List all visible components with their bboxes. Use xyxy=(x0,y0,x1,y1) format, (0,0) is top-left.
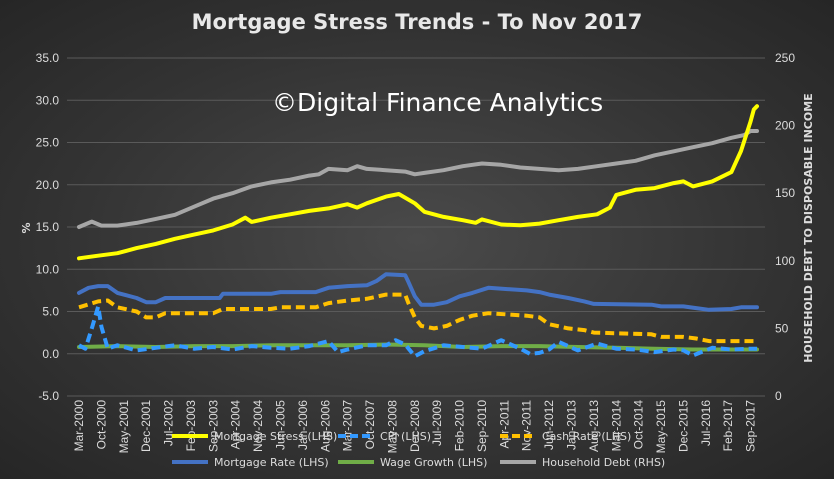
legend-label: Mortgage Rate (LHS) xyxy=(214,456,329,469)
y-right-tick-label: 100 xyxy=(775,254,795,268)
x-tick-label: Dec-2015 xyxy=(676,400,690,452)
y-left-tick-label: 35.0 xyxy=(36,51,60,65)
y-right-axis-label: HOUSEHOLD DEBT TO DISPOSABLE INCOME xyxy=(802,93,815,362)
legend-label: Household Debt (RHS) xyxy=(542,456,665,469)
x-tick-label: May-2008 xyxy=(385,400,399,454)
series-line-mortgage-stress-lhs xyxy=(77,104,759,261)
x-tick-label: Mar-2007 xyxy=(341,400,355,452)
y-left-tick-label: 20.0 xyxy=(36,178,60,192)
chart-title: Mortgage Stress Trends - To Nov 2017 xyxy=(191,10,643,34)
x-tick-label: Feb-2017 xyxy=(721,400,735,452)
x-tick-label: Sep-2010 xyxy=(475,400,489,452)
x-tick-label: Nov-2011 xyxy=(520,400,534,451)
x-tick-label: Mar-2000 xyxy=(72,400,86,452)
legend-label: Mortgage Stress (LHS) xyxy=(214,430,337,443)
x-tick-label: Apr-2011 xyxy=(497,400,511,449)
x-tick-label: Jan-2006 xyxy=(296,400,310,450)
series-line-wage-growth-lhs xyxy=(77,342,759,352)
x-tick-label: Feb-2003 xyxy=(184,400,198,452)
y-right-tick-label: 250 xyxy=(775,51,795,65)
x-tick-label: Oct-2000 xyxy=(94,400,108,450)
x-tick-label: Aug-2006 xyxy=(318,400,332,452)
series-line-cash-rate-lhs xyxy=(78,292,757,344)
watermark-text: ©Digital Finance Analytics xyxy=(272,88,604,117)
x-tick-label: Jan-2013 xyxy=(565,400,579,450)
y-left-tick-label: 25.0 xyxy=(36,136,60,150)
x-tick-label: Jun-2012 xyxy=(542,400,556,450)
y-left-tick-label: 10.0 xyxy=(36,262,60,276)
y-right-tick-label: 150 xyxy=(775,186,795,200)
x-tick-label: Jul-2009 xyxy=(430,400,444,446)
x-tick-label: Mar-2014 xyxy=(609,400,623,452)
x-tick-label: Jul-2016 xyxy=(699,400,713,446)
x-tick-label: May-2001 xyxy=(117,400,131,454)
x-tick-label: Sep-2003 xyxy=(206,400,220,452)
y-left-tick-label: 0.0 xyxy=(42,347,59,361)
x-tick-label: Jun-2005 xyxy=(273,400,287,450)
y-right-tick-label: 200 xyxy=(775,119,795,133)
y-right-tick-label: 50 xyxy=(775,321,789,335)
y-left-axis-label: % xyxy=(20,222,33,233)
series-line-mortgage-rate-lhs xyxy=(77,272,759,312)
legend-label: CPI (LHS) xyxy=(380,430,431,443)
y-left-tick-label: -5.0 xyxy=(38,389,59,403)
x-tick-label: Oct-2014 xyxy=(632,400,646,450)
series-line-household-debt-rhs xyxy=(77,129,759,229)
y-left-tick-label: 5.0 xyxy=(42,305,59,319)
x-tick-label: Nov-2004 xyxy=(251,400,265,452)
x-tick-label: Aug-2013 xyxy=(587,400,601,452)
x-tick-label: May-2015 xyxy=(654,400,668,454)
x-tick-label: Apr-2004 xyxy=(229,400,243,450)
y-left-tick-label: 30.0 xyxy=(36,93,60,107)
x-tick-label: Dec-2001 xyxy=(139,400,153,452)
x-tick-label: Oct-2007 xyxy=(363,400,377,450)
legend-label: Cash Rate (LHS) xyxy=(542,430,631,443)
y-left-tick-label: 15.0 xyxy=(36,220,60,234)
x-tick-label: Sep-2017 xyxy=(744,400,758,452)
x-tick-label: Feb-2010 xyxy=(453,400,467,452)
y-right-tick-label: 0 xyxy=(775,389,782,403)
legend-label: Wage Growth (LHS) xyxy=(380,456,487,469)
x-tick-label: Dec-2008 xyxy=(408,400,422,452)
x-tick-label: Jul-2002 xyxy=(162,400,176,446)
series-line-cpi-lhs xyxy=(78,304,757,359)
